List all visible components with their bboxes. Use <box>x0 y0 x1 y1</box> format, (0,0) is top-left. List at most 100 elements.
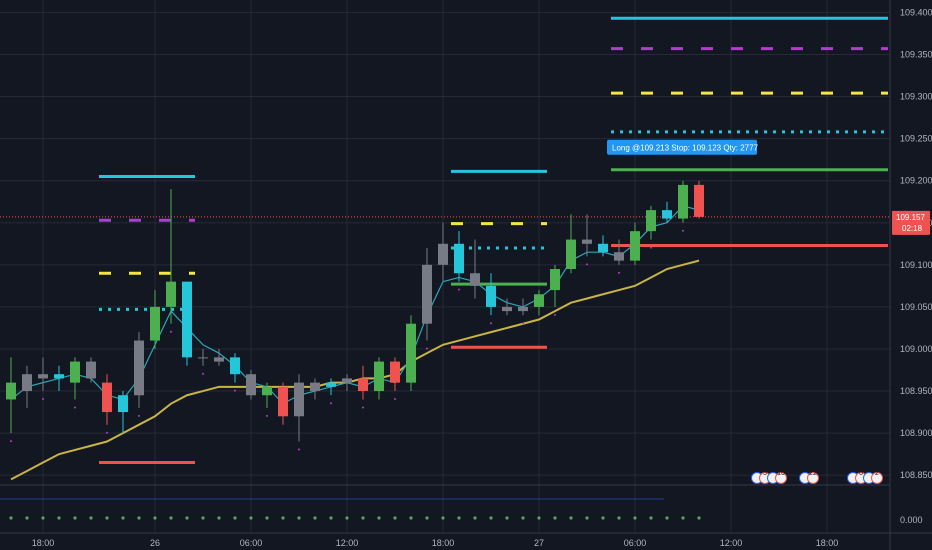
signal-dot <box>682 229 684 232</box>
candle-body[interactable] <box>182 281 192 358</box>
event-marker[interactable]: 2 <box>863 470 883 484</box>
signal-dot <box>650 246 652 249</box>
candle-body[interactable] <box>454 243 464 274</box>
candle-body[interactable] <box>566 239 576 270</box>
candle-body[interactable] <box>150 306 160 341</box>
candle-body[interactable] <box>326 382 336 387</box>
indicator-dot <box>681 516 685 520</box>
last-price-value: 109.157 <box>896 213 925 222</box>
candle-body[interactable] <box>198 357 208 359</box>
candle-body[interactable] <box>22 374 32 392</box>
candle-body[interactable] <box>518 306 528 312</box>
price-tick-label: 109.000 <box>900 344 932 354</box>
candle-body[interactable] <box>694 184 704 217</box>
candle-body[interactable] <box>550 269 560 291</box>
trade-label[interactable]: Long @109.213 Stop: 109.123 Qty: 2777 <box>607 139 759 155</box>
signal-dot <box>106 431 108 434</box>
indicator-dot <box>649 516 653 520</box>
candle-body[interactable] <box>54 374 64 379</box>
candle-body[interactable] <box>358 378 368 392</box>
candle-body[interactable] <box>310 382 320 392</box>
indicator-dot <box>441 516 445 520</box>
price-tick-label: 109.200 <box>900 176 932 186</box>
candle-body[interactable] <box>390 361 400 383</box>
indicator-dot <box>153 516 157 520</box>
candle-body[interactable] <box>438 243 448 265</box>
candle-body[interactable] <box>294 382 304 417</box>
signal-dot <box>554 313 556 316</box>
candle-body[interactable] <box>102 382 112 413</box>
price-tick-label: 108.950 <box>900 386 932 396</box>
candle-body[interactable] <box>582 239 592 244</box>
candle-body[interactable] <box>406 323 416 383</box>
grid <box>0 0 890 532</box>
signal-dot <box>202 372 204 375</box>
signal-dot <box>138 414 140 417</box>
candle-body[interactable] <box>38 374 48 379</box>
candle-body[interactable] <box>246 374 256 396</box>
indicator-dot <box>489 516 493 520</box>
signal-dot <box>234 389 236 392</box>
signal-dot <box>490 322 492 325</box>
candle-body[interactable] <box>278 386 288 417</box>
signal-dot <box>586 263 588 266</box>
ema-slow-line <box>10 259 700 481</box>
candle-body[interactable] <box>86 361 96 379</box>
indicator-dot <box>377 516 381 520</box>
indicator-dot <box>329 516 333 520</box>
candle-body[interactable] <box>70 361 80 383</box>
candle-body[interactable] <box>598 243 608 253</box>
indicator-dot <box>137 516 141 520</box>
candle-body[interactable] <box>470 273 480 286</box>
signal-dot <box>266 414 268 417</box>
candle-body[interactable] <box>262 386 272 396</box>
indicator-dot <box>569 516 573 520</box>
indicator-dot <box>665 516 669 520</box>
candle-body[interactable] <box>614 252 624 261</box>
signal-dot <box>426 347 428 350</box>
candle-body[interactable] <box>6 382 16 400</box>
candle-body[interactable] <box>630 231 640 261</box>
candle-body[interactable] <box>230 357 240 375</box>
indicator-dot <box>633 516 637 520</box>
candle-body[interactable] <box>486 285 496 307</box>
candle-body[interactable] <box>534 294 544 307</box>
indicator-dot <box>265 516 269 520</box>
candle-body[interactable] <box>662 210 672 219</box>
candle-body[interactable] <box>422 264 432 324</box>
price-tick-label: 109.250 <box>900 134 932 144</box>
signal-dot <box>298 448 300 451</box>
countdown-value: 02:18 <box>902 224 923 233</box>
event-count: 5 <box>763 470 767 477</box>
indicator-dot <box>73 516 77 520</box>
flag-icon <box>775 472 787 484</box>
candle-body[interactable] <box>342 378 352 383</box>
indicator-dot <box>537 516 541 520</box>
candle-body[interactable] <box>646 210 656 232</box>
indicator-dot <box>169 516 173 520</box>
price-tick-label: 109.100 <box>900 260 932 270</box>
candle-body[interactable] <box>374 361 384 392</box>
trade-label-text: Long @109.213 Stop: 109.123 Qty: 2777 <box>612 143 759 152</box>
candle-body[interactable] <box>166 281 176 307</box>
event-marker[interactable]: 16 <box>767 470 787 484</box>
event-count: 6 <box>859 470 863 477</box>
candle-body[interactable] <box>134 340 144 396</box>
candle-body[interactable] <box>214 357 224 362</box>
indicator-tick-label: 0.000 <box>900 515 923 525</box>
time-tick-label: 06:00 <box>240 538 263 548</box>
price-tick-label: 109.300 <box>900 92 932 102</box>
candle-body[interactable] <box>678 184 688 219</box>
signal-dot <box>10 440 12 443</box>
last-price-box <box>892 210 930 235</box>
candle-body[interactable] <box>502 306 512 312</box>
signal-dot <box>170 330 172 333</box>
indicator-dot <box>393 516 397 520</box>
event-marker[interactable]: 22 <box>799 470 819 484</box>
candle-body[interactable] <box>118 395 128 413</box>
event-marker[interactable]: 5 <box>751 470 771 484</box>
indicator-dot <box>313 516 317 520</box>
